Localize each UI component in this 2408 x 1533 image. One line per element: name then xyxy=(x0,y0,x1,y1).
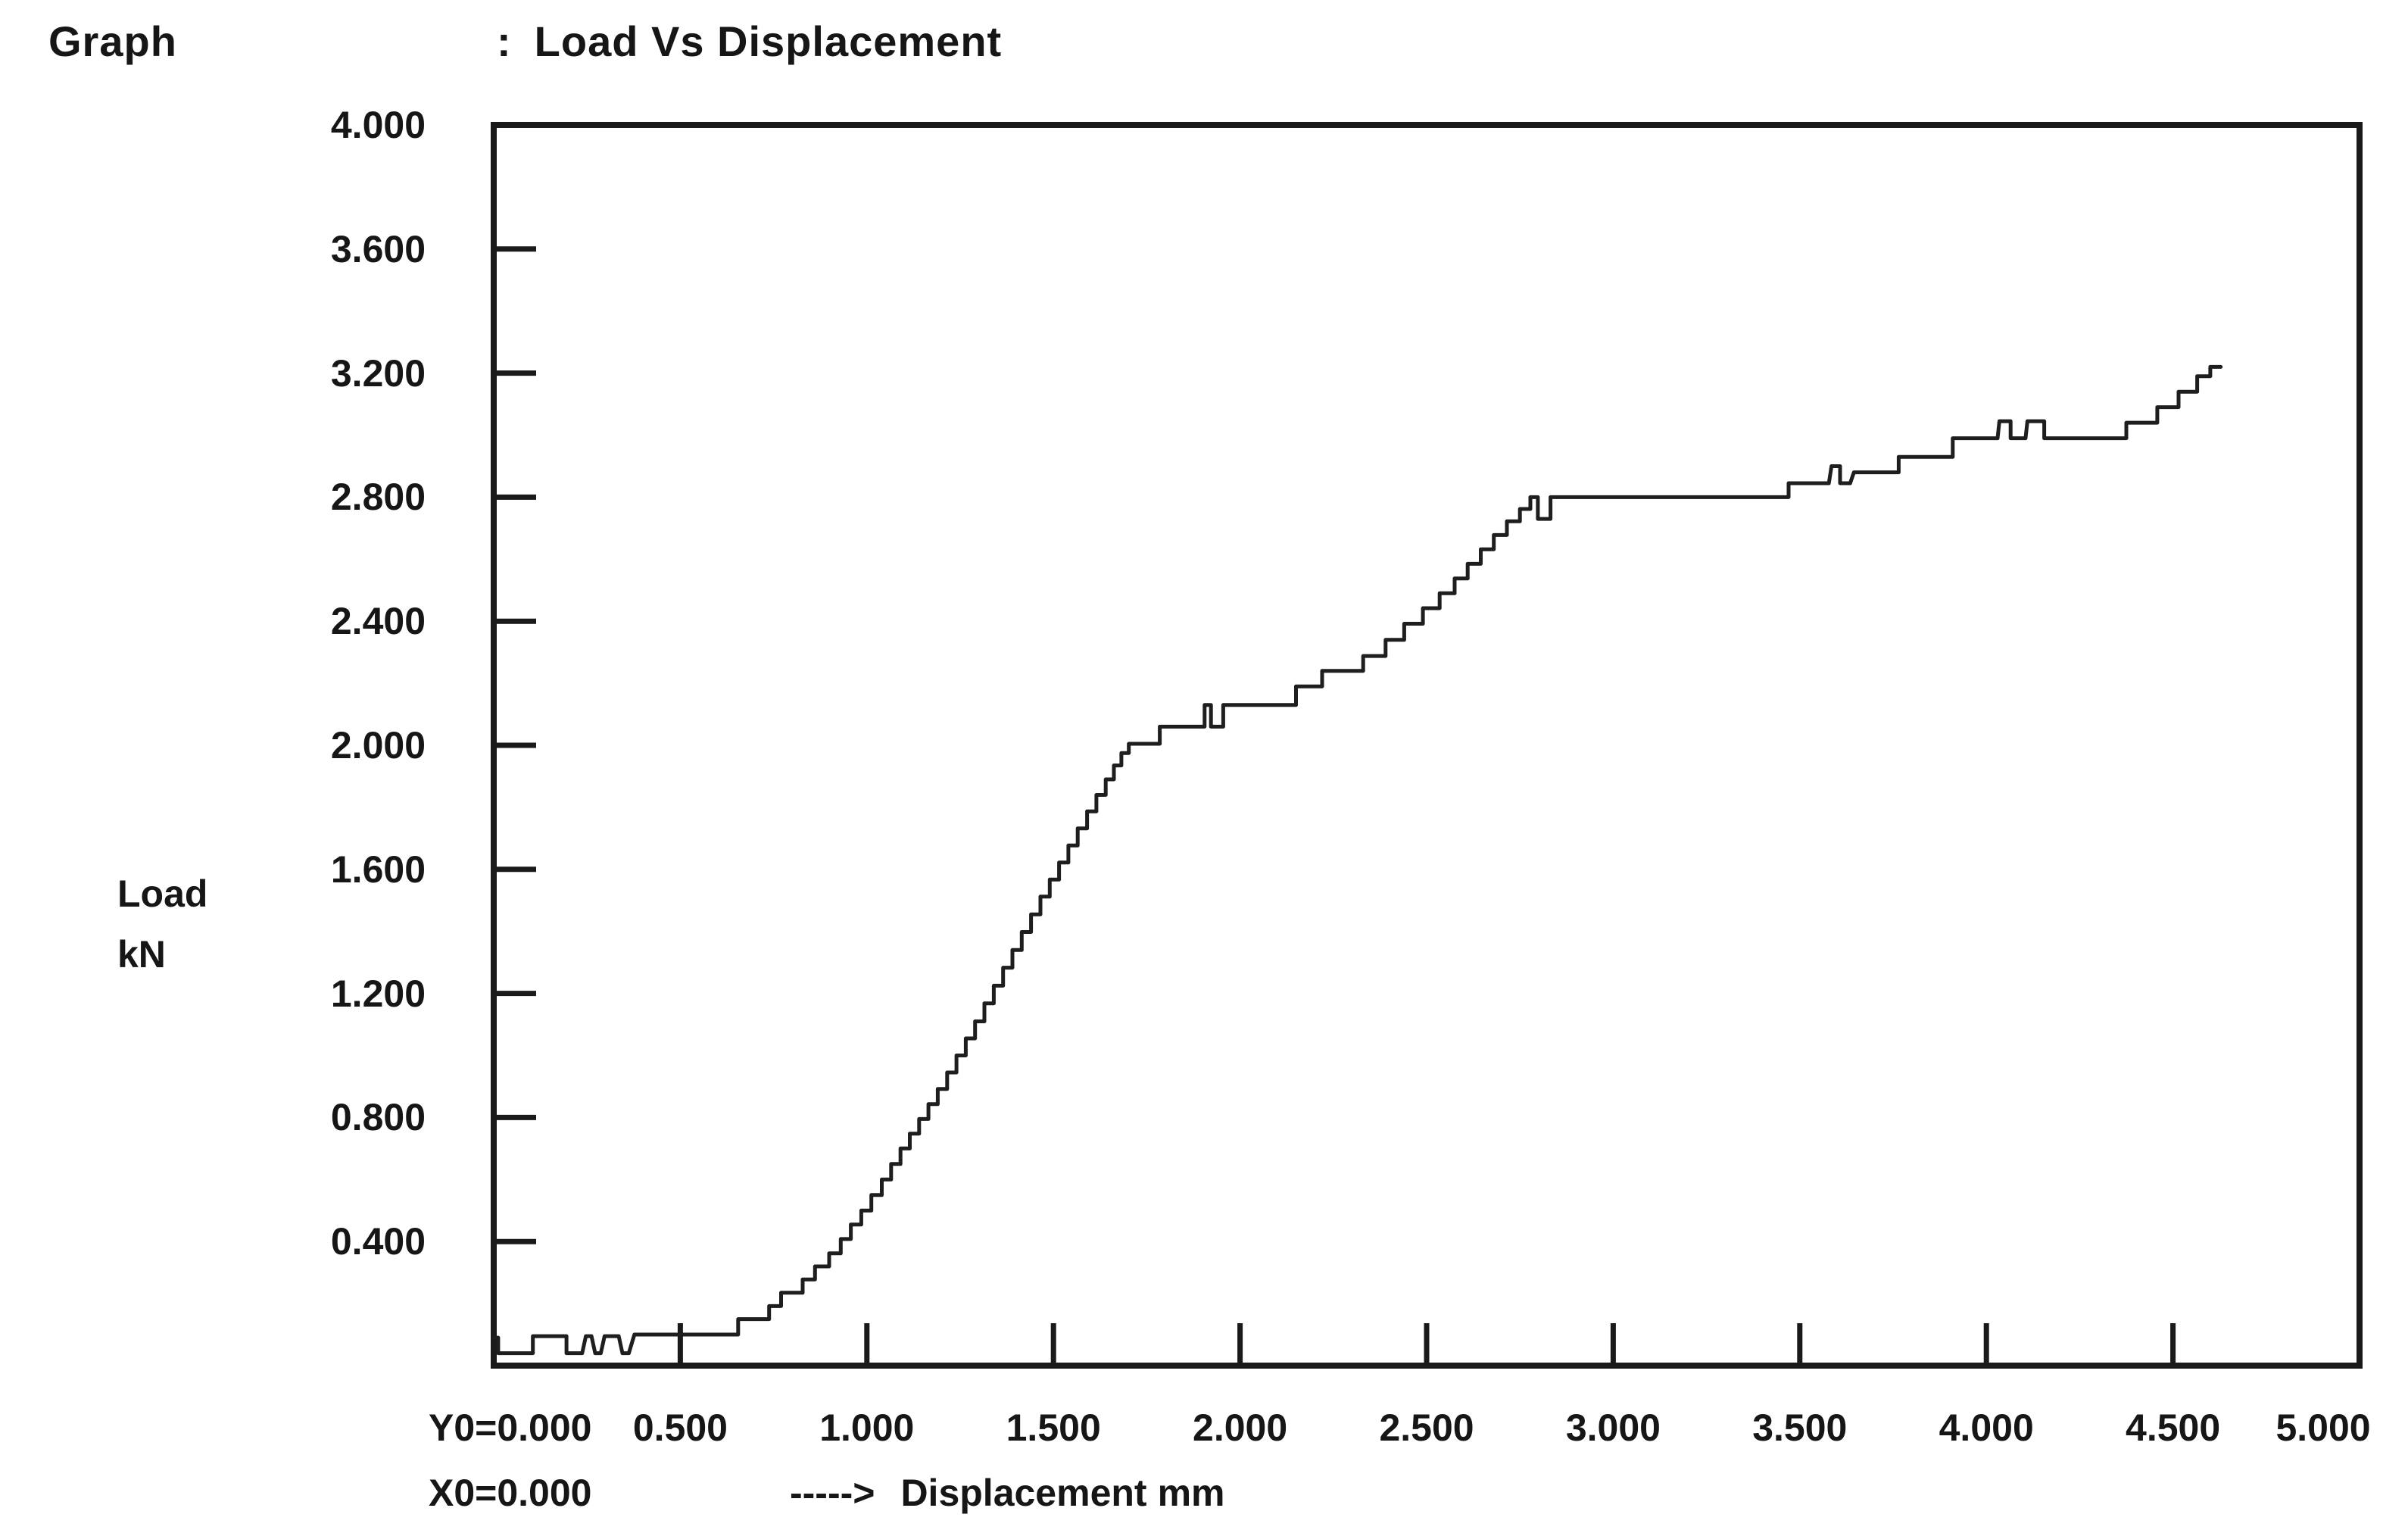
y-tick-label: 2.400 xyxy=(330,600,426,643)
x-tick-label: 1.000 xyxy=(819,1407,915,1449)
y-tick-label: 4.000 xyxy=(330,104,426,146)
x-tick-label: 3.000 xyxy=(1565,1407,1661,1449)
axis-arrow-icon: -----> xyxy=(790,1472,875,1514)
x-tick-label: 4.500 xyxy=(2126,1407,2221,1449)
page-title-label: Graph xyxy=(48,17,177,65)
y-tick-label: 2.800 xyxy=(330,476,426,519)
x-tick-label: 1.500 xyxy=(1006,1407,1101,1449)
y-tick-label: 3.200 xyxy=(330,351,426,395)
x-origin-label: X0=0.000 xyxy=(429,1472,592,1514)
x-axis-title: -----> Displacement mm xyxy=(790,1471,1225,1515)
y-tick-label: 3.600 xyxy=(330,227,426,270)
page-title-group: : Load Vs Displacement xyxy=(497,17,1002,66)
x-axis-title-text: Displacement mm xyxy=(900,1472,1225,1514)
y-tick-label: 0.400 xyxy=(330,1220,426,1263)
x-tick-label: 5.000 xyxy=(2275,1407,2371,1449)
y-tick-label: 1.200 xyxy=(330,972,426,1015)
y-origin-label: Y0=0.000 xyxy=(429,1407,592,1449)
x-axis-unit: mm xyxy=(1157,1472,1225,1514)
chart-title: Load Vs Displacement xyxy=(534,17,1003,65)
x-tick-label: 3.500 xyxy=(1752,1407,1848,1449)
y-tick-label: 1.600 xyxy=(330,848,426,891)
load-curve xyxy=(491,364,2223,1356)
x-tick-label: 2.000 xyxy=(1193,1407,1288,1449)
y-tick-label: 0.800 xyxy=(330,1096,426,1139)
plot-border xyxy=(491,122,2363,1369)
y-tick-label: 2.000 xyxy=(330,724,426,766)
x-tick-label: 0.500 xyxy=(632,1407,728,1449)
y-axis-title-line2: kN xyxy=(117,933,166,976)
x-tick-label: 2.500 xyxy=(1379,1407,1474,1449)
x-tick-label: 4.000 xyxy=(1939,1407,2034,1449)
y-axis-title-line1: Load xyxy=(117,873,208,915)
title-separator: : xyxy=(497,17,512,65)
y-axis-title: Load kN xyxy=(117,863,207,985)
